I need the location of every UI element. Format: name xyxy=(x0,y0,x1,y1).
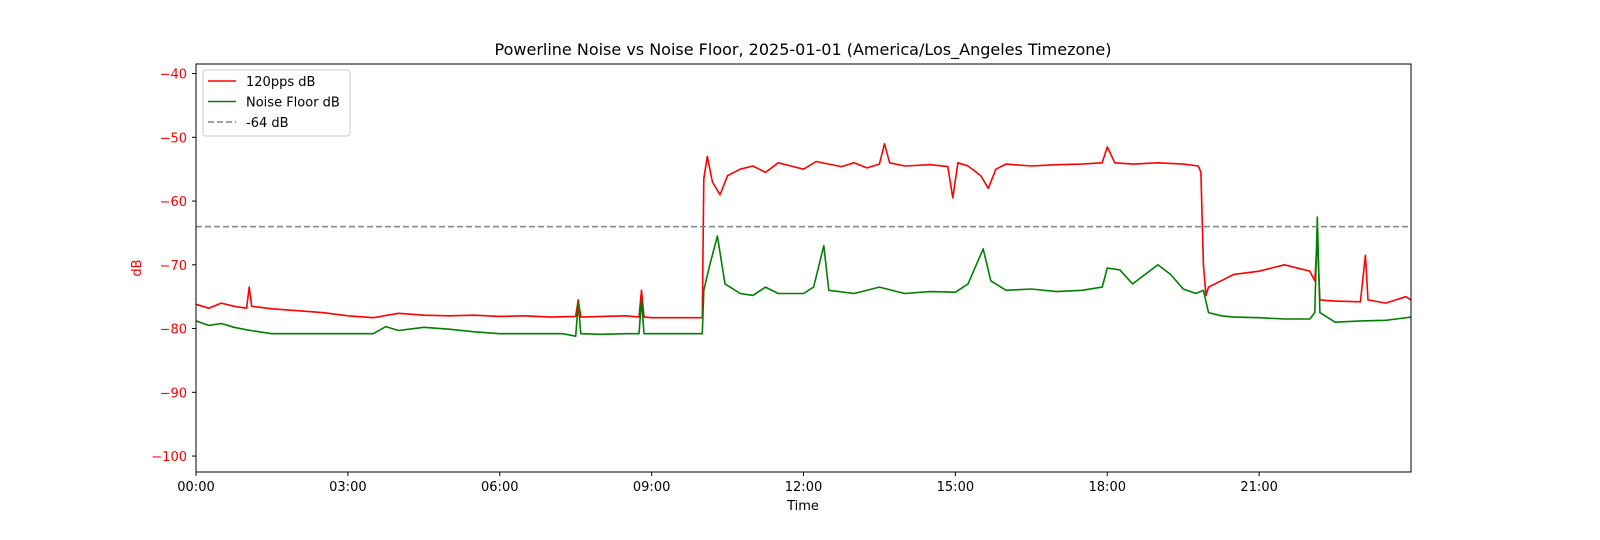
y-tick-label: −90 xyxy=(160,386,187,401)
x-tick-label: 03:00 xyxy=(329,480,366,495)
y-tick-label: −60 xyxy=(160,195,187,210)
series-line-0 xyxy=(195,142,1412,319)
x-tick-label: 18:00 xyxy=(1089,480,1126,495)
y-tick-label: −80 xyxy=(160,323,187,338)
series-line-1 xyxy=(195,216,1412,337)
x-axis: 00:00 03:00 06:00 09:00 12:00 15:00 18:00 21:00 xyxy=(177,472,1278,495)
y-axis-label: dB xyxy=(130,259,145,276)
legend-label: 120pps dB xyxy=(246,75,315,90)
x-axis-label: Time xyxy=(786,499,819,514)
legend: 120pps dB Noise Floor dB -64 dB xyxy=(202,69,351,137)
x-tick-label: 09:00 xyxy=(633,480,670,495)
x-tick-label: 21:00 xyxy=(1240,480,1277,495)
y-tick-label: −100 xyxy=(151,450,187,465)
x-tick-label: 00:00 xyxy=(177,480,214,495)
y-tick-label: −70 xyxy=(160,259,187,274)
y-axis: −40 −50 −60 −70 −80 −90 −100 xyxy=(151,68,196,465)
legend-box xyxy=(202,69,351,137)
plot-frame xyxy=(195,63,1412,473)
legend-label: Noise Floor dB xyxy=(246,96,340,111)
y-tick-label: −40 xyxy=(160,68,187,83)
x-tick-label: 06:00 xyxy=(481,480,518,495)
plot-area xyxy=(195,63,1412,473)
series-layer xyxy=(195,142,1412,337)
x-tick-label: 12:00 xyxy=(785,480,822,495)
y-tick-label: −50 xyxy=(160,131,187,146)
x-tick-label: 15:00 xyxy=(937,480,974,495)
chart-title: Powerline Noise vs Noise Floor, 2025-01-… xyxy=(495,40,1112,60)
legend-label: -64 dB xyxy=(246,116,289,131)
